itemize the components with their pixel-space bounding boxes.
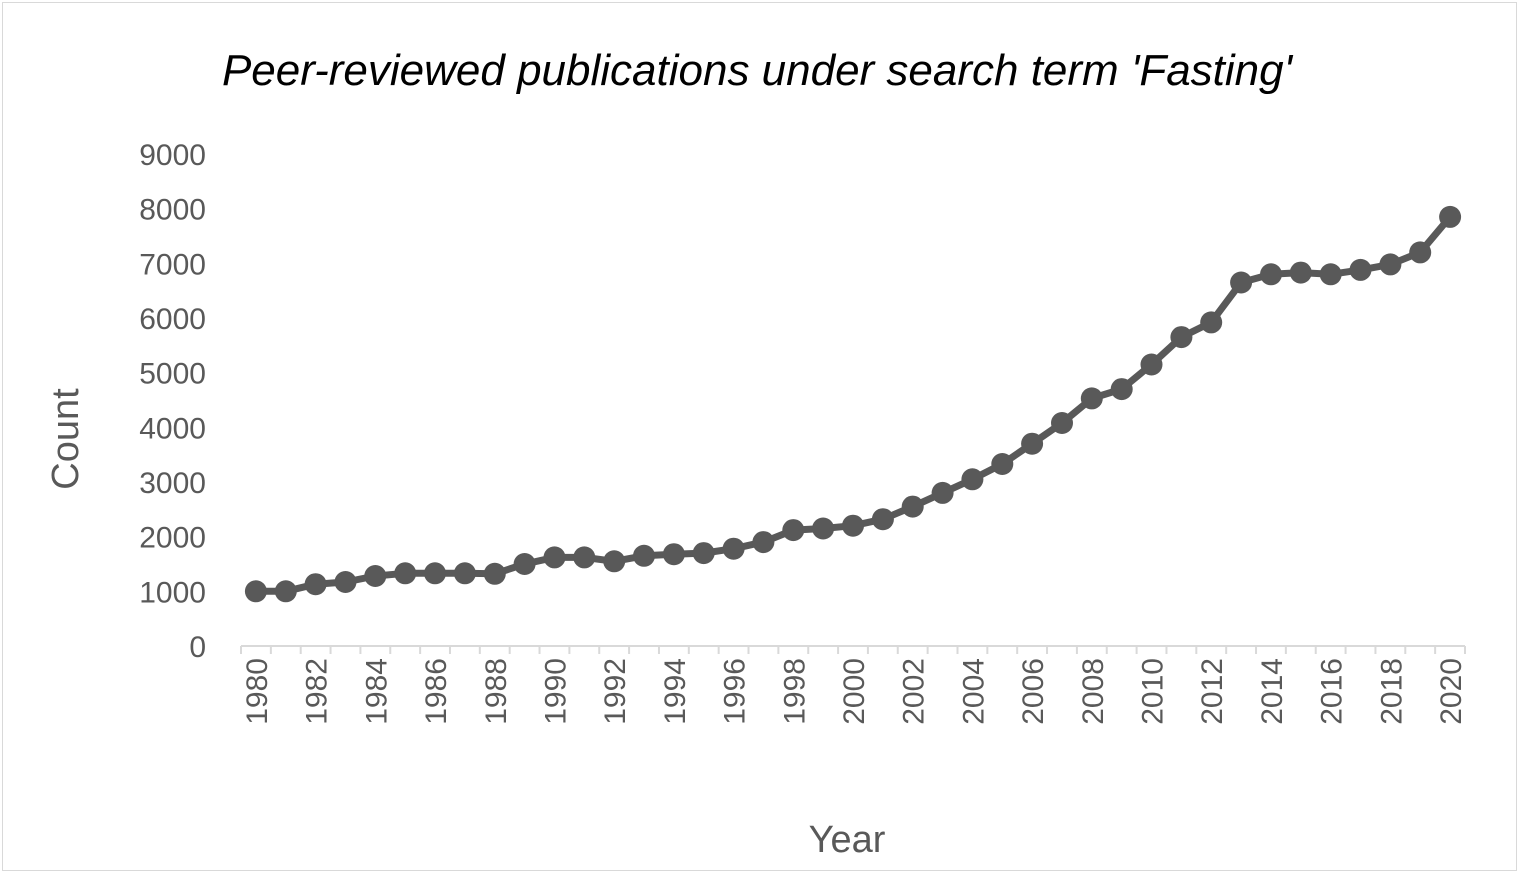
data-point bbox=[543, 546, 566, 569]
data-point bbox=[1200, 311, 1223, 334]
data-point bbox=[1110, 378, 1133, 401]
data-point bbox=[453, 562, 476, 585]
x-tick-label: 1980 bbox=[241, 658, 274, 725]
data-point bbox=[244, 580, 267, 603]
x-tick-label: 1998 bbox=[778, 658, 811, 725]
data-point bbox=[1021, 432, 1044, 455]
data-point bbox=[334, 571, 357, 593]
data-point bbox=[782, 519, 805, 542]
chart-title: Peer-reviewed publications under search … bbox=[222, 46, 1294, 95]
y-axis-title: Count bbox=[45, 388, 87, 490]
data-point bbox=[1439, 205, 1462, 228]
y-tick-label: 2000 bbox=[139, 522, 206, 555]
x-tick-label: 2002 bbox=[898, 658, 931, 725]
data-point bbox=[1051, 412, 1073, 434]
data-point bbox=[424, 562, 446, 585]
x-tick-label: 2020 bbox=[1435, 658, 1468, 725]
data-point bbox=[662, 543, 685, 566]
x-tick-label: 1982 bbox=[301, 658, 334, 725]
y-tick-label: 3000 bbox=[139, 467, 206, 500]
x-tick-label: 2012 bbox=[1196, 658, 1229, 725]
x-tick-label: 2004 bbox=[957, 658, 990, 725]
data-point bbox=[394, 562, 417, 585]
line-chart: Peer-reviewed publications under search … bbox=[45, 46, 1468, 861]
data-point bbox=[1289, 261, 1312, 284]
data-point bbox=[871, 508, 894, 531]
data-point bbox=[692, 542, 715, 565]
x-tick-label: 1992 bbox=[599, 658, 632, 725]
x-tick-label: 1986 bbox=[420, 658, 453, 725]
y-tick-label: 0 bbox=[189, 631, 206, 664]
data-point bbox=[812, 517, 835, 540]
y-tick-label: 1000 bbox=[139, 576, 206, 609]
data-point bbox=[1170, 326, 1193, 349]
y-tick-label: 9000 bbox=[139, 139, 206, 172]
data-point bbox=[1080, 387, 1103, 410]
data-point bbox=[1379, 253, 1402, 276]
data-point bbox=[603, 550, 626, 573]
data-point bbox=[1349, 258, 1372, 281]
x-tick-label: 2008 bbox=[1077, 658, 1110, 725]
x-axis-title: Year bbox=[809, 819, 886, 861]
data-point bbox=[1230, 271, 1253, 294]
y-tick-label: 7000 bbox=[139, 248, 206, 281]
data-point bbox=[304, 573, 327, 596]
y-tick-label: 4000 bbox=[139, 412, 206, 445]
data-point bbox=[1260, 263, 1282, 286]
x-tick-label: 2000 bbox=[838, 658, 871, 725]
y-tick-label: 5000 bbox=[139, 358, 206, 391]
x-tick-label: 2006 bbox=[1017, 658, 1050, 725]
x-tick-label: 2016 bbox=[1316, 658, 1349, 725]
data-point bbox=[1319, 263, 1342, 286]
data-point bbox=[1409, 241, 1432, 264]
series-layer bbox=[244, 205, 1462, 603]
data-point bbox=[364, 565, 387, 587]
x-tick-label: 1984 bbox=[360, 658, 393, 725]
x-tick-label: 1994 bbox=[659, 658, 692, 725]
data-point bbox=[513, 553, 536, 575]
x-tick-label: 1990 bbox=[539, 658, 572, 725]
data-point bbox=[573, 546, 596, 569]
y-axis: 0 1000 2000 3000 4000 5000 6000 7000 8000 9000 bbox=[139, 139, 206, 664]
data-point bbox=[1140, 353, 1163, 376]
x-tick-label: 2010 bbox=[1137, 658, 1170, 725]
y-tick-label: 8000 bbox=[139, 194, 206, 227]
x-tick-label: 2014 bbox=[1256, 658, 1289, 725]
data-point bbox=[991, 453, 1014, 475]
data-point bbox=[901, 495, 924, 518]
data-point bbox=[722, 537, 745, 560]
data-point bbox=[842, 514, 864, 537]
data-point bbox=[961, 468, 984, 491]
data-point bbox=[483, 562, 506, 585]
x-tick-label: 1996 bbox=[719, 658, 752, 725]
data-point bbox=[633, 544, 655, 567]
x-axis: 1980 1982 1984 1986 1988 1990 1992 1994 1996 1998… bbox=[240, 645, 1468, 725]
data-point bbox=[931, 481, 954, 504]
data-point bbox=[752, 531, 775, 554]
x-tick-label: 2018 bbox=[1375, 658, 1408, 725]
data-point bbox=[274, 580, 297, 603]
y-tick-label: 6000 bbox=[139, 303, 206, 336]
x-tick-label: 1988 bbox=[480, 658, 513, 725]
